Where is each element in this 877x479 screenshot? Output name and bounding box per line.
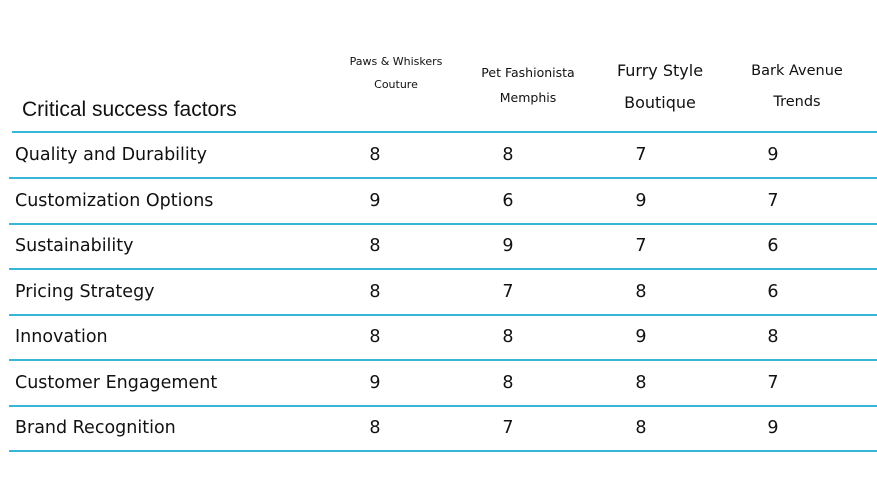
table-cell: 8 — [635, 372, 647, 393]
table-cell: 9 — [767, 418, 779, 438]
table-cell: 9 — [502, 236, 514, 256]
row-divider — [9, 450, 877, 452]
table-cell: 9 — [635, 190, 647, 211]
table-cell: 9 — [767, 145, 779, 165]
row-label: Customer Engagement — [15, 372, 218, 393]
table-cell: 9 — [635, 327, 647, 347]
row-label: Brand Recognition — [15, 418, 176, 438]
row-divider — [9, 268, 877, 270]
header-divider — [12, 131, 877, 133]
table-cell: 8 — [502, 327, 514, 347]
table-cell: 7 — [767, 372, 779, 393]
table-cell: 8 — [369, 236, 381, 256]
table-cell: 7 — [635, 236, 647, 256]
column-header-paws-whiskers-couture: Paws & Whiskers Couture — [349, 55, 443, 91]
row-label: Pricing Strategy — [15, 281, 155, 302]
table-cell: 8 — [502, 145, 514, 165]
table-cell: 6 — [767, 281, 779, 302]
row-label: Quality and Durability — [15, 145, 207, 165]
table-cell: 8 — [635, 418, 647, 438]
row-divider — [9, 359, 877, 361]
table-cell: 8 — [369, 145, 381, 165]
row-label: Sustainability — [15, 236, 134, 256]
column-header-furry-style-boutique: Furry Style Boutique — [616, 61, 704, 112]
table-cell: 6 — [767, 236, 779, 256]
column-header-pet-fashionista-memphis: Pet Fashionista Memphis — [481, 65, 575, 105]
header-label: Critical success factors — [22, 98, 237, 121]
table-cell: 7 — [635, 145, 647, 165]
table-cell: 7 — [767, 190, 779, 211]
table-cell: 8 — [369, 327, 381, 347]
row-divider — [9, 404, 877, 407]
row-label: Customization Options — [15, 190, 214, 211]
table-cell: 8 — [369, 418, 381, 438]
row-divider — [9, 313, 877, 316]
row-divider — [9, 222, 877, 225]
column-header-bark-avenue-trends: Bark Avenue Trends — [751, 63, 843, 110]
table-cell: 6 — [502, 190, 514, 211]
table-cell: 8 — [635, 281, 647, 302]
row-divider — [9, 177, 877, 179]
table-cell: 8 — [502, 372, 514, 393]
table-cell: 7 — [502, 281, 514, 302]
table-cell: 7 — [502, 418, 514, 438]
table-cell: 9 — [369, 190, 381, 211]
row-label: Innovation — [15, 327, 108, 347]
table-cell: 8 — [369, 281, 381, 302]
table-cell: 9 — [369, 372, 381, 393]
table-cell: 8 — [767, 327, 779, 347]
